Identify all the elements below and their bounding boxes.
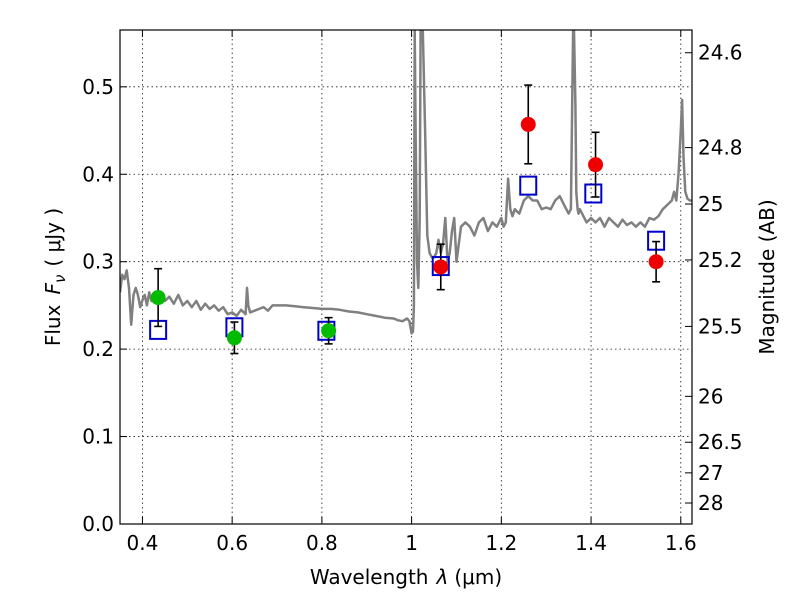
y-tick-label-4: 0.4 (82, 162, 114, 186)
y-tick-label-5: 0.5 (82, 75, 114, 99)
y2-tick-label-4: 25.5 (698, 314, 743, 338)
x-tick-label-6: 1.6 (665, 531, 697, 555)
y2-axis-label: Magnitude (AB) (755, 199, 779, 354)
x-axis-label: Wavelength λ (μm) (310, 565, 502, 589)
y2-tick-label-6: 26.5 (698, 430, 743, 454)
x-tick-label-5: 1.4 (575, 531, 607, 555)
model-square-5 (584, 183, 603, 204)
y-axis-label: FluxFν( μJy ) (41, 208, 69, 346)
y2-tick-label-3: 25.2 (698, 248, 743, 272)
y-tick-label-2: 0.2 (82, 337, 114, 361)
y-tick-label-3: 0.3 (82, 250, 114, 274)
y2-tick-label-0: 24.6 (698, 41, 743, 65)
observed-point-3-0 (433, 259, 449, 275)
plot-frame (119, 29, 693, 525)
y2-tick-label-1: 24.8 (698, 136, 743, 160)
model-square-4 (519, 175, 538, 196)
series-layer (120, 30, 692, 355)
y2-tick-label-7: 27 (698, 461, 723, 485)
x-tick-label-1: 0.6 (216, 531, 248, 555)
x-tick-label-3: 1 (405, 531, 418, 555)
observed-point-3-2 (588, 157, 604, 173)
observed-point-2-2 (321, 323, 337, 339)
x-tick-label-2: 0.8 (306, 531, 338, 555)
x-tick-label-4: 1.2 (485, 531, 517, 555)
ticks: 0.4 0.6 0.8 1 1.2 1.4 1.6 0.0 0.1 0.2 0.3 0.4 0.5 24.… (82, 30, 743, 555)
observed-point-3-3 (648, 254, 664, 270)
observed-point-2-0 (150, 290, 166, 306)
observed-point-3-1 (520, 116, 536, 132)
y-tick-label-0: 0.0 (82, 512, 114, 536)
y-tick-label-1: 0.1 (82, 425, 114, 449)
y2-tick-label-5: 26 (698, 384, 723, 408)
y2-tick-label-8: 28 (698, 491, 723, 515)
y2-tick-label-2: 25 (698, 192, 723, 216)
x-tick-label-0: 0.4 (127, 531, 159, 555)
observed-point-2-1 (226, 330, 242, 346)
